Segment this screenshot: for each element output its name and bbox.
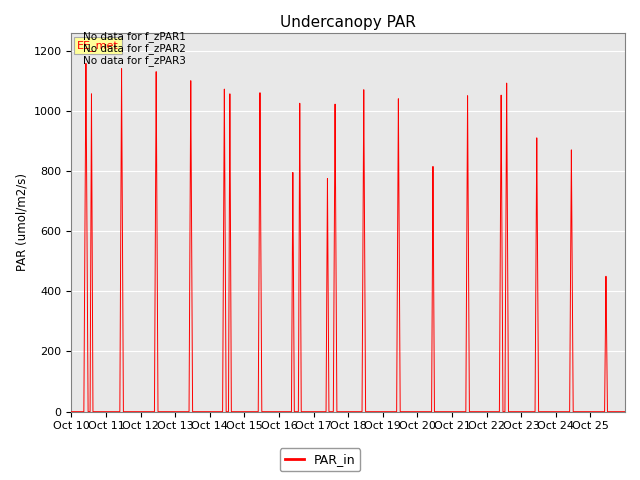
Text: No data for f_zPAR3: No data for f_zPAR3 [83,55,186,66]
Text: No data for f_zPAR1: No data for f_zPAR1 [83,31,186,42]
Text: No data for f_zPAR2: No data for f_zPAR2 [83,43,186,54]
Title: Undercanopy PAR: Undercanopy PAR [280,15,416,30]
Legend: PAR_in: PAR_in [280,448,360,471]
Text: EE_met: EE_met [77,40,118,51]
Y-axis label: PAR (umol/m2/s): PAR (umol/m2/s) [15,173,28,271]
